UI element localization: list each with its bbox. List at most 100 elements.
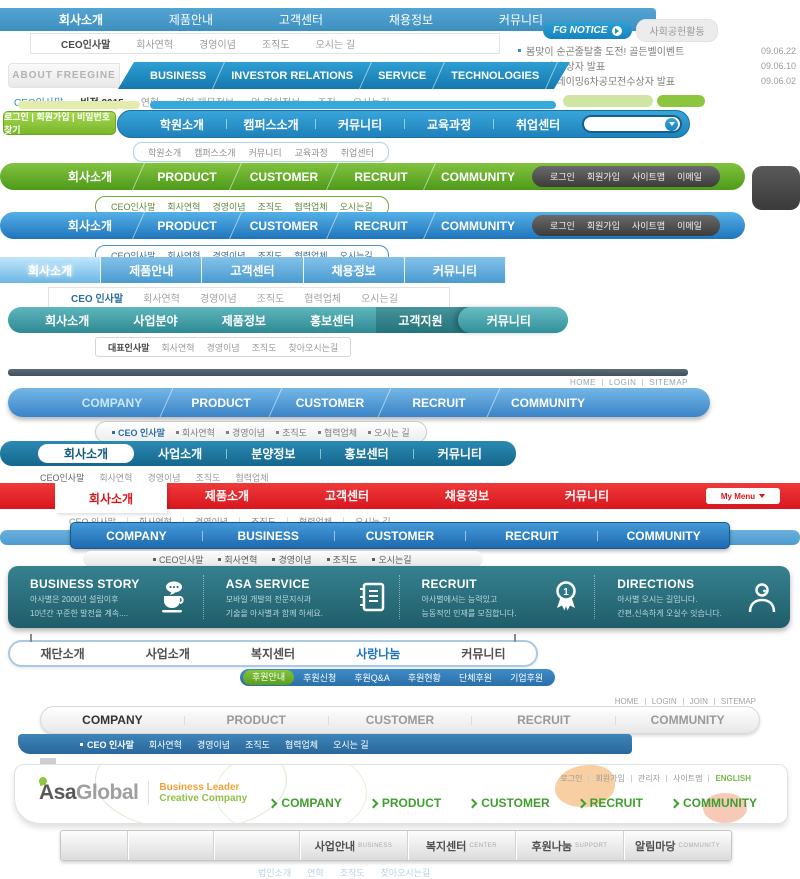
- util-link[interactable]: HOME: [614, 697, 639, 706]
- nav-item[interactable]: RECRUIT: [517, 713, 571, 727]
- nav-item[interactable]: PRODUCT: [157, 218, 217, 233]
- notice-row[interactable]: 봄맞이 순곤줄탈출 도전! 골든벨이벤트 09.06.22: [518, 43, 796, 58]
- nav-item[interactable]: BUSINESS: [150, 69, 207, 82]
- submenu-item[interactable]: 오시는 길: [315, 40, 356, 51]
- submenu-item[interactable]: 찾아오시는길: [380, 868, 431, 878]
- submenu-item[interactable]: 협력업체: [294, 202, 328, 212]
- nav-item[interactable]: 커뮤니티: [498, 13, 544, 27]
- submenu-item[interactable]: 회사연혁: [148, 739, 182, 750]
- util-link[interactable]: 이메일: [677, 172, 702, 182]
- nav-item[interactable]: COMMUNITY: [650, 713, 725, 727]
- submenu-item[interactable]: 회사연혁: [99, 473, 133, 483]
- nav-item-active[interactable]: COMPANY: [81, 395, 143, 410]
- submenu-item-active[interactable]: CEO 인사말: [112, 426, 165, 439]
- util-link[interactable]: HOME: [569, 378, 596, 387]
- nav-item[interactable]: 복지센터 CENTER: [407, 831, 515, 860]
- util-link[interactable]: 회원가입: [586, 221, 620, 231]
- submenu-item[interactable]: 후원신청: [303, 673, 337, 683]
- nav-item[interactable]: 교육과정: [426, 117, 472, 132]
- submenu-item[interactable]: 경영이념: [225, 426, 265, 439]
- nav-item[interactable]: 채용정보: [444, 489, 490, 503]
- submenu-item[interactable]: CEO인사말: [111, 202, 156, 212]
- submenu-item[interactable]: 협력업체: [288, 515, 343, 528]
- submenu-item[interactable]: 조직도: [326, 553, 357, 566]
- submenu-item[interactable]: 오시는 길: [344, 515, 402, 528]
- nav-item[interactable]: 커뮤니티: [564, 489, 610, 503]
- nav-item[interactable]: 제품소개: [204, 489, 250, 503]
- nav-item[interactable]: COMMUNITY: [511, 395, 585, 410]
- submenu-item[interactable]: 회사연혁: [175, 426, 215, 439]
- submenu-item[interactable]: 조직도: [195, 473, 221, 483]
- submenu-item[interactable]: 경영이념: [272, 553, 312, 566]
- nav-item-active[interactable]: 회사소개: [58, 13, 104, 27]
- submenu-item-active[interactable]: CEO인사말: [40, 473, 85, 483]
- nav-item[interactable]: SERVICE: [378, 69, 427, 82]
- feature-card-recruit[interactable]: RECRUIT 아사별에서는 능력있고 능동적인 인재를 모집합니다. 1: [398, 575, 595, 619]
- dropdown-button[interactable]: [665, 117, 678, 131]
- submenu-item[interactable]: 연혁: [307, 868, 324, 878]
- submenu-item[interactable]: 단체후원: [458, 673, 493, 683]
- submenu-item[interactable]: CEO인사말: [111, 251, 156, 261]
- util-link[interactable]: SITEMAP: [649, 378, 688, 387]
- util-link[interactable]: JOIN: [689, 697, 708, 706]
- submenu-item[interactable]: 경영이념: [196, 739, 231, 750]
- submenu-item[interactable]: 조직도: [339, 868, 365, 878]
- submenu-item-active[interactable]: CEO 인사말: [58, 515, 127, 528]
- nav-item[interactable]: CUSTOMER: [249, 218, 319, 233]
- notice-tab[interactable]: 사회공헌활동: [636, 19, 718, 42]
- nav-item[interactable]: 커뮤니티: [486, 313, 531, 328]
- submenu-item[interactable]: 기업후원: [510, 673, 544, 683]
- util-link[interactable]: 회원가입: [586, 172, 620, 182]
- nav-item[interactable]: BUSINESS: [237, 528, 299, 543]
- nav-item[interactable]: COMMUNITY: [441, 218, 515, 233]
- util-link[interactable]: 사이트맵: [631, 172, 666, 182]
- submenu-item[interactable]: 협력업체: [304, 294, 342, 305]
- submenu-item[interactable]: 협력업체: [317, 426, 357, 439]
- submenu-item[interactable]: 찾아오시는길: [288, 342, 339, 353]
- submenu-item[interactable]: 회사연혁: [218, 553, 257, 566]
- nav-item[interactable]: CUSTOMER: [249, 169, 319, 184]
- nav-item-active[interactable]: 회사소개: [67, 219, 113, 233]
- nav-item[interactable]: COMMUNITY: [669, 796, 757, 810]
- submenu-item[interactable]: 조직도: [257, 202, 283, 212]
- nav-item[interactable]: RECRUIT: [412, 395, 466, 410]
- nav-item-active[interactable]: 고객지원: [398, 313, 443, 328]
- submenu-item[interactable]: 경영이념: [199, 294, 237, 305]
- nav-item[interactable]: CUSTOMER: [365, 528, 435, 543]
- submenu-item[interactable]: 협력업체: [294, 251, 328, 261]
- util-link[interactable]: 이메일: [677, 221, 702, 231]
- submenu-item[interactable]: 후원현황: [407, 673, 441, 683]
- logo[interactable]: Asa Global Business Leader Creative Comp…: [37, 775, 247, 805]
- submenu-item[interactable]: 경영이념: [147, 473, 181, 483]
- submenu-item[interactable]: 후원Q&A: [354, 673, 390, 683]
- util-link[interactable]: 사이트맵: [672, 774, 703, 783]
- submenu-item[interactable]: 오시는길: [339, 251, 373, 261]
- nav-item[interactable]: RECRUIT: [505, 528, 559, 543]
- submenu-item[interactable]: 조직도: [245, 739, 270, 750]
- submenu-item[interactable]: 조직도: [256, 294, 285, 305]
- nav-item[interactable]: RECRUIT: [354, 169, 408, 184]
- search-select-input[interactable]: [582, 115, 682, 133]
- nav-item[interactable]: 커뮤니티: [337, 117, 383, 132]
- nav-item[interactable]: 제품안내: [168, 13, 214, 27]
- nav-item[interactable]: COMPANY: [106, 528, 167, 543]
- nav-item[interactable]: COMMUNITY: [441, 169, 515, 184]
- nav-item[interactable]: RECRUIT: [576, 796, 643, 810]
- nav-item[interactable]: PRODUCT: [368, 796, 441, 810]
- util-link[interactable]: LOGIN: [608, 378, 637, 387]
- nav-item[interactable]: COMMUNITY: [626, 528, 701, 543]
- login-button[interactable]: 로그인 | 회원가입 | 비밀번호찾기: [3, 111, 116, 135]
- nav-item-active[interactable]: 회사소개: [38, 444, 134, 463]
- submenu-item[interactable]: 경영이념: [212, 202, 246, 212]
- submenu-item[interactable]: 경영이념: [199, 40, 236, 51]
- util-link[interactable]: 사이트맵: [631, 221, 666, 231]
- submenu-item[interactable]: 경영이념: [184, 515, 239, 528]
- tab-active[interactable]: 회사소개: [0, 257, 102, 283]
- nav-item[interactable]: 취업센터: [515, 117, 561, 132]
- submenu-item[interactable]: 오시는 길: [333, 739, 369, 750]
- nav-item[interactable]: RECRUIT: [354, 218, 408, 233]
- nav-item[interactable]: 알림마당 COMMUNITY: [623, 831, 731, 860]
- feature-card-directions[interactable]: DIRECTIONS 아사별 오시는 길입니다. 간편,신속하게 오실수 잇습니…: [594, 575, 790, 619]
- tab[interactable]: 제품안내: [101, 257, 203, 283]
- nav-item[interactable]: 채용정보: [388, 13, 434, 27]
